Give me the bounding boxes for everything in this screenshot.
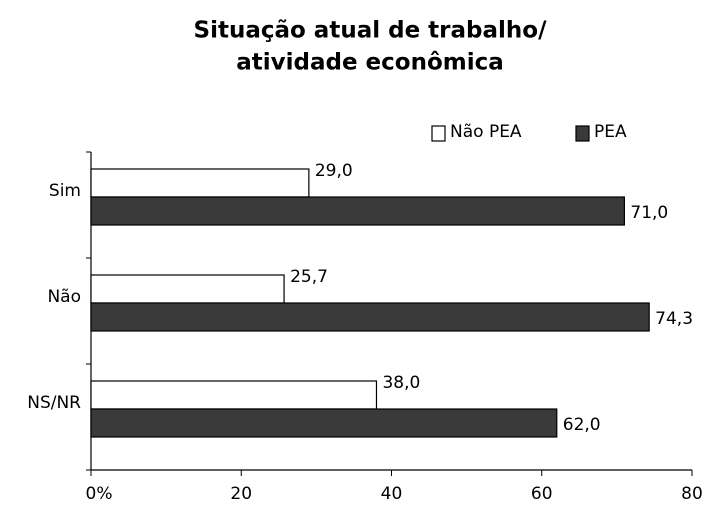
legend-swatch (431, 125, 446, 142)
x-tick-label: 20 (230, 484, 252, 504)
chart-title: atividade econômica (236, 50, 504, 76)
y-tick-label: Não (47, 287, 81, 307)
y-tick-label: Sim (49, 181, 81, 201)
bar (90, 274, 285, 304)
bar (90, 168, 310, 198)
bar (90, 302, 650, 332)
legend-swatch (575, 125, 590, 142)
x-tick-label: 0% (86, 484, 113, 504)
bar (90, 408, 558, 438)
legend-label: Não PEA (450, 122, 522, 142)
value-label: 29,0 (315, 161, 353, 181)
x-tick-label: 40 (381, 484, 403, 504)
value-label: 25,7 (290, 267, 328, 287)
value-label: 71,0 (630, 203, 668, 223)
x-tick-label: 80 (681, 484, 703, 504)
bar (90, 196, 625, 226)
y-tick-label: NS/NR (27, 393, 81, 413)
value-label: 74,3 (655, 309, 693, 329)
value-label: 38,0 (382, 373, 420, 393)
x-tick-label: 60 (531, 484, 553, 504)
chart-title: Situação atual de trabalho/ (194, 18, 548, 44)
value-label: 62,0 (563, 415, 601, 435)
legend-label: PEA (594, 122, 627, 142)
bar (90, 380, 378, 410)
